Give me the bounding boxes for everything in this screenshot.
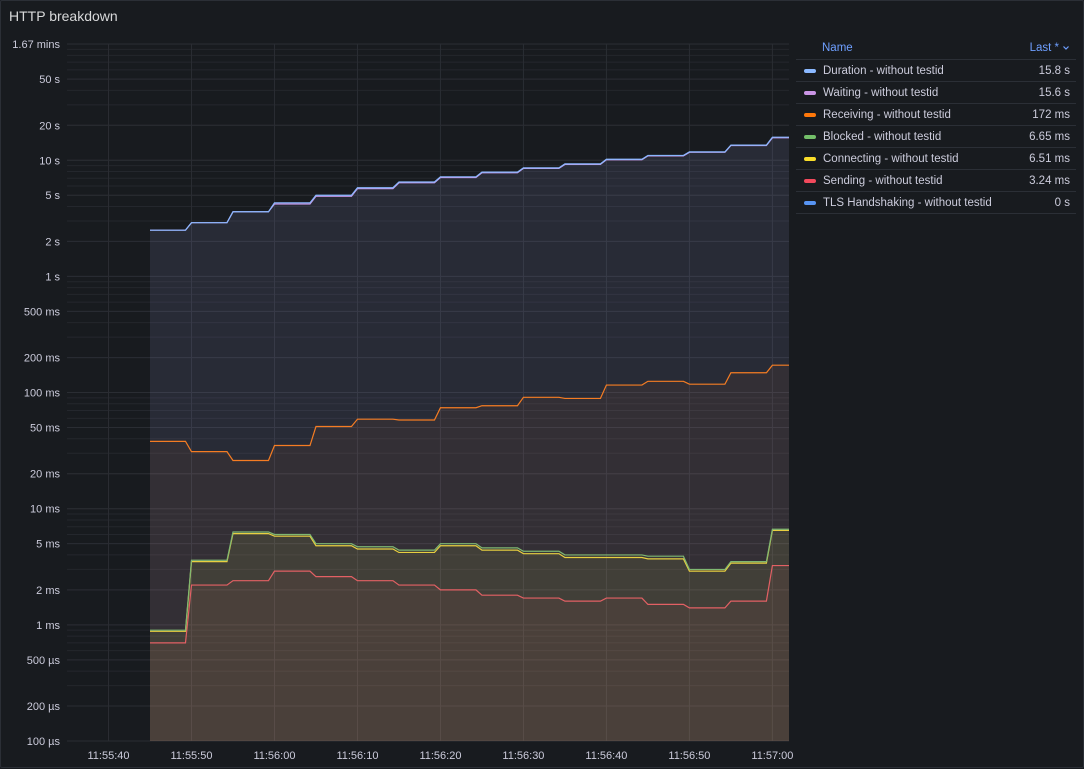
series-line[interactable] — [149, 136, 789, 231]
legend-series-last: 6.51 ms — [1029, 152, 1070, 165]
legend-item[interactable]: Waiting - without testid 15.6 s — [796, 82, 1076, 104]
legend-swatch — [804, 200, 816, 205]
legend-series-name: Receiving - without testid — [823, 108, 951, 121]
y-tick-label: 5 ms — [36, 539, 60, 551]
x-tick-label: 11:57:00 — [751, 750, 793, 762]
legend-item[interactable]: TLS Handshaking - without testid 0 s — [796, 192, 1076, 214]
legend-item[interactable]: Blocked - without testid 6.65 ms — [796, 126, 1076, 148]
series-line[interactable] — [149, 529, 789, 632]
legend-table: Name Last * Duration - without testid 15.… — [796, 37, 1076, 214]
series-line[interactable] — [149, 564, 789, 644]
panel-title[interactable]: HTTP breakdown — [9, 8, 118, 24]
legend-series-last: 15.8 s — [1038, 64, 1070, 77]
series-area — [149, 530, 789, 741]
y-tick-label: 200 µs — [27, 701, 61, 713]
y-tick-label: 200 ms — [24, 353, 61, 365]
legend-series-name: Blocked - without testid — [823, 130, 942, 143]
y-tick-label: 10 s — [39, 155, 60, 167]
chevron-down-icon — [1063, 46, 1069, 50]
y-tick-label: 20 s — [39, 120, 60, 132]
legend-item[interactable]: Connecting - without testid 6.51 ms — [796, 148, 1076, 170]
y-tick-label: 10 ms — [30, 504, 60, 516]
legend-series-name: Waiting - without testid — [823, 86, 939, 99]
x-tick-label: 11:56:10 — [336, 750, 378, 762]
legend-swatch — [804, 68, 816, 73]
legend-name-header[interactable]: Name — [822, 42, 853, 54]
series-group — [149, 136, 789, 741]
x-tick-label: 11:55:50 — [170, 750, 212, 762]
legend-series-last: 15.6 s — [1038, 86, 1070, 99]
y-tick-label: 100 ms — [24, 388, 61, 400]
legend-swatch — [804, 156, 816, 161]
legend-series-last: 0 s — [1054, 196, 1070, 209]
legend-series-name: Sending - without testid — [823, 174, 943, 187]
series-line[interactable] — [149, 364, 789, 462]
y-tick-label: 2 s — [45, 236, 60, 248]
y-tick-label: 100 µs — [27, 736, 61, 748]
legend-series-last: 3.24 ms — [1029, 174, 1070, 187]
x-tick-label: 11:56:50 — [668, 750, 710, 762]
series-area — [149, 137, 789, 741]
y-tick-label: 20 ms — [30, 469, 60, 481]
x-tick-label: 11:56:30 — [502, 750, 544, 762]
legend-swatch — [804, 112, 816, 117]
series-area — [149, 529, 789, 741]
y-tick-label: 1 s — [45, 271, 60, 283]
x-tick-label: 11:55:40 — [87, 750, 129, 762]
series-line[interactable] — [149, 528, 789, 631]
y-tick-label: 5 s — [45, 190, 60, 202]
legend-swatch — [804, 178, 816, 183]
x-tick-label: 11:56:00 — [253, 750, 295, 762]
x-tick-label: 11:56:40 — [585, 750, 627, 762]
y-tick-label: 50 ms — [30, 423, 60, 435]
series-area — [149, 365, 789, 741]
legend-last-label: Last * — [1029, 42, 1059, 54]
legend-series-name: Connecting - without testid — [823, 152, 959, 165]
legend-last-header[interactable]: Last * — [1030, 42, 1070, 54]
legend-swatch — [804, 90, 816, 95]
legend-series-name: Duration - without testid — [823, 64, 944, 77]
y-tick-label: 1 ms — [36, 620, 60, 632]
y-tick-label: 2 ms — [36, 585, 60, 597]
legend-series-last: 6.65 ms — [1029, 130, 1070, 143]
legend-series-last: 172 ms — [1032, 108, 1070, 121]
series-area — [149, 137, 789, 741]
series-area — [149, 565, 789, 741]
x-tick-label: 11:56:20 — [419, 750, 461, 762]
y-tick-label: 500 ms — [24, 306, 61, 318]
legend-series-name: TLS Handshaking - without testid — [823, 196, 992, 209]
y-tick-label: 1.67 mins — [12, 39, 60, 51]
y-tick-label: 500 µs — [27, 655, 61, 667]
legend-header: Name Last * — [796, 37, 1076, 60]
y-tick-label: 50 s — [39, 74, 60, 86]
legend-item[interactable]: Duration - without testid 15.8 s — [796, 60, 1076, 82]
legend-item[interactable]: Sending - without testid 3.24 ms — [796, 170, 1076, 192]
legend-swatch — [804, 134, 816, 139]
legend-item[interactable]: Receiving - without testid 172 ms — [796, 104, 1076, 126]
